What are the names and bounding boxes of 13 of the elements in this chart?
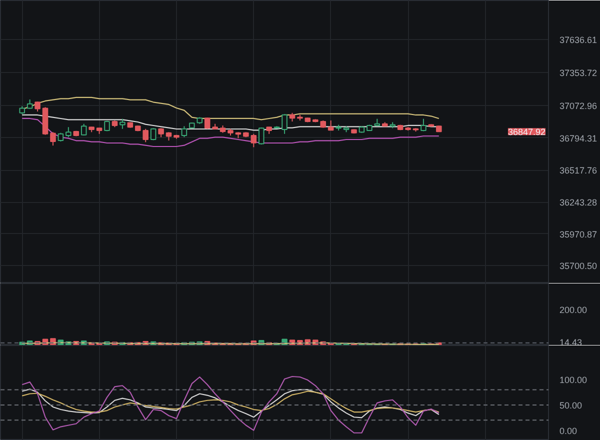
- y-tick-label: 37636.61: [560, 35, 598, 46]
- y-tick-label: 35700.50: [560, 260, 598, 271]
- text: 36847.92: [508, 127, 546, 138]
- y-tick-label: 35970.87: [560, 229, 598, 240]
- y-tick-label: 36794.31: [560, 133, 598, 144]
- y-tick-label: 200.00: [560, 304, 588, 315]
- y-tick-label: 36243.28: [560, 198, 598, 208]
- y-tick-label: 36517.76: [560, 166, 598, 176]
- y-tick-label: 37072.96: [560, 100, 598, 111]
- y-tick-label: 50.00: [560, 400, 582, 410]
- y-tick-label: 100.00: [560, 375, 588, 386]
- y-tick-label: 0.00: [560, 426, 578, 436]
- y-tick-label: 37353.72: [560, 68, 598, 78]
